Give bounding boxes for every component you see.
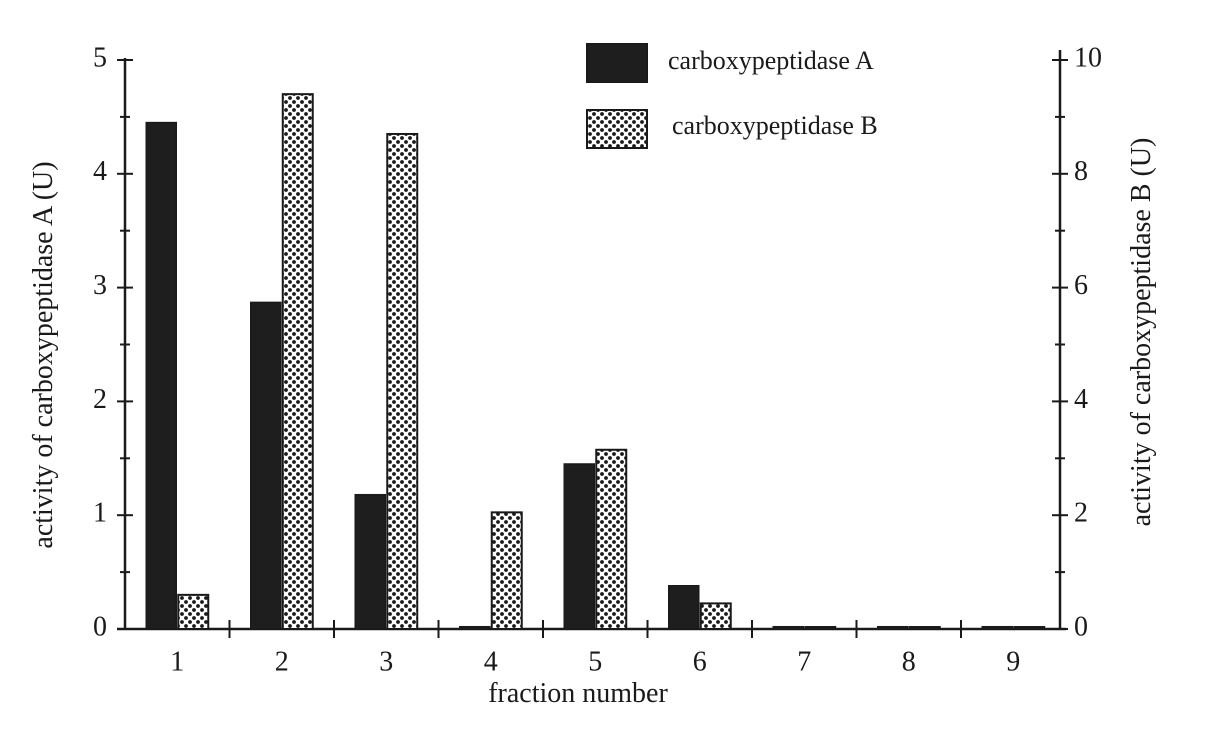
x-tick-label: 9 xyxy=(1006,646,1020,677)
bar-carboxypeptidase-a xyxy=(877,625,909,630)
bar-carboxypeptidase-b xyxy=(804,626,837,630)
y-right-tick-label: 4 xyxy=(1074,384,1088,415)
bar-carboxypeptidase-a xyxy=(772,625,804,630)
y-left-tick-label: 4 xyxy=(93,156,107,187)
legend-label-a: carboxypeptidase A xyxy=(668,46,874,75)
bar-carboxypeptidase-b xyxy=(699,602,732,631)
x-axis-title: fraction number xyxy=(488,678,668,709)
bar-carboxypeptidase-b xyxy=(1013,626,1046,630)
bars xyxy=(145,93,1046,631)
y-axis-left-title: activity of carboxypeptidase A (U) xyxy=(28,161,59,548)
x-tick-label: 3 xyxy=(379,646,393,677)
legend-swatch-b xyxy=(586,109,648,149)
y-right-tick-label: 8 xyxy=(1074,156,1088,187)
bar-carboxypeptidase-a xyxy=(981,625,1013,630)
legend-swatch-a xyxy=(586,43,648,83)
x-tick-label: 2 xyxy=(275,646,289,677)
bar-carboxypeptidase-b xyxy=(490,511,523,630)
y-left-tick-label: 0 xyxy=(93,611,107,642)
bar-carboxypeptidase-b xyxy=(281,93,314,630)
y-right-tick-label: 2 xyxy=(1074,498,1088,529)
y-right-tick-label: 10 xyxy=(1074,42,1102,73)
x-tick-label: 6 xyxy=(693,646,707,677)
bar-carboxypeptidase-a xyxy=(563,463,595,630)
x-tick-label: 7 xyxy=(797,646,811,677)
bar-carboxypeptidase-a xyxy=(250,301,282,630)
y-left-tick-label: 5 xyxy=(93,42,107,73)
y-right-tick-label: 6 xyxy=(1074,270,1088,301)
bar-carboxypeptidase-a xyxy=(145,121,177,630)
legend: carboxypeptidase A carboxypeptidase B xyxy=(586,43,878,149)
x-tick-label: 8 xyxy=(902,646,916,677)
bar-carboxypeptidase-a xyxy=(668,585,700,630)
legend-label-b: carboxypeptidase B xyxy=(672,111,878,140)
y-left-tick-label: 2 xyxy=(93,384,107,415)
bar-carboxypeptidase-b xyxy=(386,132,419,630)
y-left-tick-label: 3 xyxy=(93,270,107,301)
labels: fraction number activity of carboxypepti… xyxy=(28,42,1157,709)
y-right-tick-label: 0 xyxy=(1074,611,1088,642)
y-left-tick-label: 1 xyxy=(93,498,107,529)
bar-carboxypeptidase-b xyxy=(908,626,941,630)
bar-carboxypeptidase-b xyxy=(177,593,210,630)
x-tick-label: 5 xyxy=(588,646,602,677)
bar-carboxypeptidase-a xyxy=(354,493,386,630)
bar-carboxypeptidase-a xyxy=(459,625,491,630)
y-axis-right-title: activity of carboxypeptidase B (U) xyxy=(1126,138,1157,527)
x-tick-label: 1 xyxy=(170,646,184,677)
x-tick-label: 4 xyxy=(484,646,498,677)
bar-carboxypeptidase-b xyxy=(595,448,628,631)
